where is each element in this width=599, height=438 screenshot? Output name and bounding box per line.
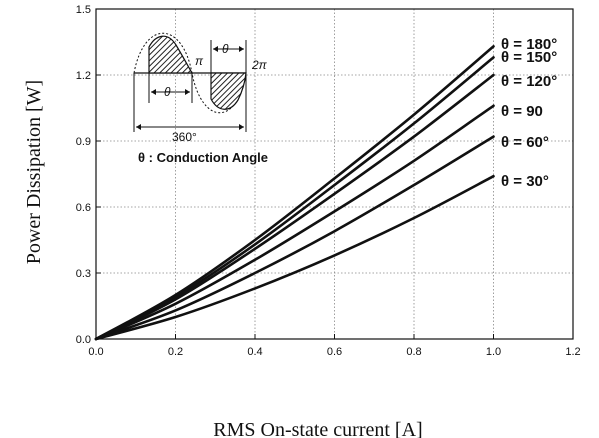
grid-lines (96, 9, 573, 339)
y-tick-label: 0.6 (76, 202, 91, 214)
inset-pi-label: π (195, 54, 204, 68)
axis-ticks: 0.0 0.2 0.4 0.6 0.8 1.0 1.2 0.0 0.3 0.6 0.9 1.2 1.5 (76, 4, 581, 358)
series-label: θ = 30° (501, 173, 549, 190)
series-label: θ = 60° (501, 134, 549, 151)
x-tick-label: 1.2 (565, 346, 580, 358)
y-tick-label: 1.2 (76, 70, 91, 82)
x-tick-label: 1.0 (486, 346, 501, 358)
conduction-angle-inset: θ θ π 2π 360° θ : Conduction Angle (133, 32, 268, 165)
inset-negative-hatch (210, 72, 247, 110)
series-line (94, 45, 495, 341)
x-tick-label: 0.2 (168, 346, 183, 358)
series-label: θ = 150° (501, 49, 557, 66)
y-tick-label: 0.0 (76, 334, 91, 346)
y-axis-title: Power Dissipation [W] (23, 80, 45, 264)
y-tick-label: 0.9 (76, 136, 91, 148)
inset-theta-label-1: θ (164, 85, 171, 99)
series-line (94, 104, 495, 341)
y-tick-label: 0.3 (76, 268, 91, 280)
x-tick-label: 0.4 (247, 346, 262, 358)
x-tick-label: 0.0 (88, 346, 103, 358)
inset-360-label: 360° (172, 130, 197, 144)
series-labels: θ = 180°θ = 150° θ = 120° θ = 90 θ = 60° θ =… (501, 36, 557, 190)
series-line (94, 73, 495, 341)
series-label: θ = 90 (501, 103, 543, 120)
x-tick-label: 0.8 (406, 346, 421, 358)
series-lines (94, 45, 495, 341)
y-tick-label: 1.5 (76, 4, 91, 16)
inset-caption: θ : Conduction Angle (138, 150, 268, 165)
series-line (94, 174, 495, 341)
x-axis-title: RMS On-state current [A] (213, 419, 422, 438)
series-label: θ = 120° (501, 73, 557, 90)
x-tick-label: 0.6 (327, 346, 342, 358)
inset-theta-label-2: θ (222, 42, 229, 56)
inset-positive-hatch (148, 35, 194, 74)
series-line (94, 135, 495, 341)
series-label: θ = 180° (501, 36, 557, 53)
inset-2pi-label: 2π (251, 58, 268, 72)
series-line (94, 56, 495, 341)
